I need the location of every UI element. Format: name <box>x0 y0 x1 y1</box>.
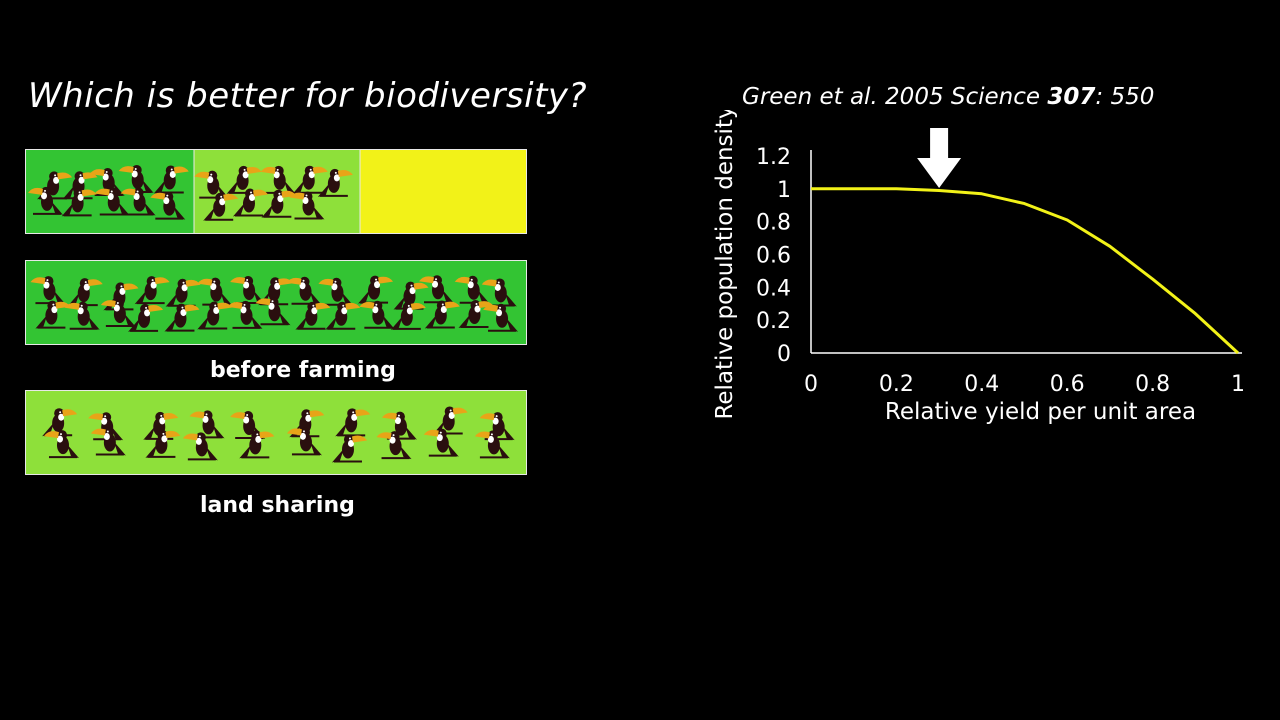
toucan-icon <box>94 187 130 216</box>
y-tick-label: 0.8 <box>756 211 791 236</box>
toucan-icon <box>260 165 296 194</box>
toucan-icon <box>100 299 136 328</box>
toucan-icon <box>258 277 294 306</box>
toucan-icon <box>393 281 429 310</box>
toucan-icon <box>390 301 426 330</box>
y-axis-label: Relative population density <box>712 110 738 420</box>
x-tick-label: 0.6 <box>1050 372 1085 397</box>
land-sharing-caption: land sharing <box>200 493 355 518</box>
citation-authors: Green et al. 2005 Science <box>742 84 1048 110</box>
toucan-icon <box>483 303 519 332</box>
down-arrow-icon <box>917 128 962 188</box>
density-curve <box>811 187 1240 355</box>
toucan-icon <box>197 301 233 330</box>
toucan-icon <box>182 432 218 461</box>
toucan-icon <box>189 410 225 439</box>
toucan-icon <box>227 300 263 329</box>
toucan-icon <box>232 188 268 217</box>
toucan-icon <box>359 300 395 329</box>
land-sparing-panel <box>25 149 527 234</box>
toucan-icon <box>145 429 181 458</box>
toucan-icon <box>289 191 325 220</box>
toucan-icon <box>134 276 170 305</box>
toucan-icon <box>423 428 459 457</box>
toucan-icon <box>424 300 460 329</box>
before-farming-panel <box>25 260 527 345</box>
toucan-icon <box>61 188 97 217</box>
toucan-icon <box>286 427 322 456</box>
citation: Green et al. 2005 Science 307: 550 <box>742 84 1154 110</box>
citation-volume: 307 <box>1047 84 1096 110</box>
toucan-icon <box>90 427 126 456</box>
toucan-icon <box>295 301 331 330</box>
toucan-icon <box>226 165 262 194</box>
y-tick-label: 0 <box>777 342 791 367</box>
x-axis-label: Relative yield per unit area <box>885 399 1196 425</box>
toucan-icon <box>150 191 186 220</box>
toucan-icon <box>43 430 79 459</box>
slide-title: Which is better for biodiversity? <box>28 76 588 116</box>
toucan-icon <box>143 411 179 440</box>
toucan-icon <box>292 165 328 194</box>
toucan-icon <box>28 186 64 215</box>
y-tick-label: 1.2 <box>756 145 791 170</box>
toucan-icon <box>164 303 200 332</box>
toucan-icon <box>239 430 275 459</box>
y-tick-label: 1 <box>777 178 791 203</box>
before-farming-caption: before farming <box>210 358 396 383</box>
toucan-icon <box>325 301 361 330</box>
y-tick-label: 0.6 <box>756 244 791 269</box>
land-sharing-panel <box>25 390 527 475</box>
toucan-icon <box>381 411 417 440</box>
toucan-icon <box>230 411 266 440</box>
toucan-icon <box>128 303 164 332</box>
toucan-icon <box>261 189 297 218</box>
toucan-icon <box>376 431 412 460</box>
x-tick-label: 1 <box>1231 372 1245 397</box>
toucan-icon <box>286 276 322 305</box>
before-farming-illustration <box>26 261 526 344</box>
x-tick-label: 0 <box>804 372 818 397</box>
x-tick-label: 0.2 <box>879 372 914 397</box>
toucan-icon <box>458 300 494 329</box>
land-sparing-illustration <box>26 150 526 233</box>
x-tick-label: 0.8 <box>1135 372 1170 397</box>
toucan-icon <box>203 192 239 221</box>
toucan-icon <box>120 187 156 216</box>
y-tick-label: 0.2 <box>756 309 791 334</box>
toucan-icon <box>197 277 233 306</box>
toucan-icon <box>255 297 291 326</box>
land-sharing-illustration <box>26 391 526 474</box>
toucan-icon <box>331 434 367 463</box>
y-tick-label: 0.4 <box>756 276 791 301</box>
x-tick-label: 0.4 <box>964 372 999 397</box>
density-yield-chart: 0 0.2 0.4 0.6 0.8 1 1.2 0 0.2 0.4 0.6 0.8 1 Relative … <box>712 110 1245 425</box>
toucan-icon <box>64 301 100 330</box>
toucan-icon <box>35 300 71 329</box>
toucan-icon <box>153 165 189 194</box>
toucan-icon <box>474 430 510 459</box>
land-segment-farm-intensive <box>360 150 526 233</box>
toucan-icon <box>317 168 353 197</box>
citation-pages: : 550 <box>1095 84 1155 110</box>
